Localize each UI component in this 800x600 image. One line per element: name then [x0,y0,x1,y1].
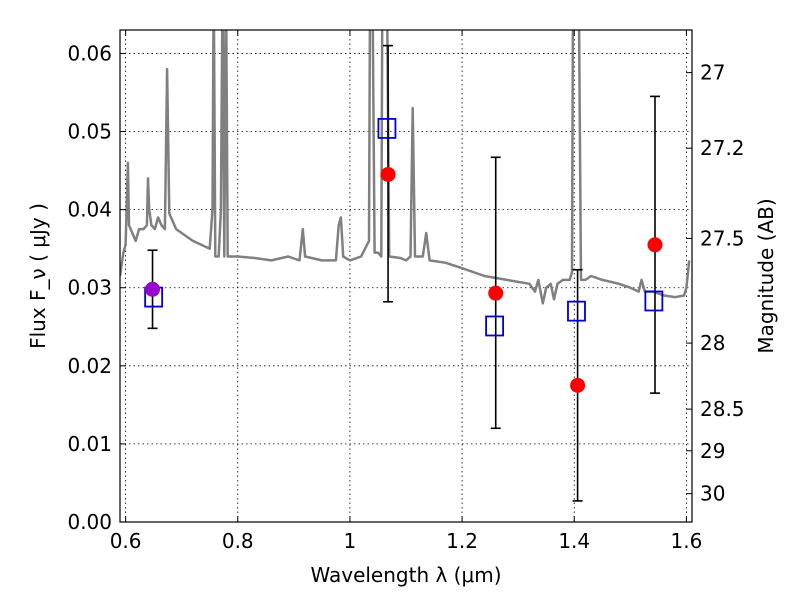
y-tick-label: 0.03 [67,276,112,300]
magnitude-tick-label: 30 [700,482,725,506]
y-tick-label: 0.01 [67,432,112,456]
magnitude-tick-label: 27.5 [700,226,745,250]
y-tick-label: 0.00 [67,510,112,534]
model-point [644,290,664,312]
magnitude-tick-label: 27.2 [700,136,745,160]
model-point [485,315,505,337]
magnitude-axis: 27 27.2 27.5 28 28.5 29 30 [686,61,745,506]
x-axis-label: Wavelength λ (μm) [310,563,501,587]
y-tick-label: 0.02 [67,354,112,378]
plot-frame [119,29,693,523]
x-tick-label: 1.6 [670,529,702,553]
magnitude-tick-label: 28 [700,331,725,355]
y-axis: 0.00 0.01 0.02 0.03 0.04 0.05 0.06 [67,41,126,534]
magnitude-axis-label: Magnitude (AB) [754,198,778,353]
observed-point [145,281,161,297]
x-tick-label: 0.6 [110,529,142,553]
x-tick-label: 1.4 [558,529,590,553]
x-axis: 0.6 0.8 1 1.2 1.4 1.6 [110,30,702,553]
x-tick-label: 1 [344,529,357,553]
y-tick-label: 0.04 [67,198,112,222]
x-tick-label: 0.8 [222,529,254,553]
x-tick-label: 1.2 [446,529,478,553]
observed-points [145,166,663,393]
y-tick-label: 0.05 [67,120,112,144]
magnitude-tick-label: 29 [700,439,725,463]
spectrum-line [120,30,691,305]
observed-point [488,285,504,301]
model-point [567,300,586,322]
y-axis-label: Flux F_ν ( μJy ) [26,203,50,349]
observed-point [570,377,586,393]
observed-point [380,166,396,182]
model-points [144,118,664,337]
y-tick-label: 0.06 [67,41,112,65]
model-point [377,118,397,139]
observed-point [647,237,663,253]
magnitude-tick-label: 28.5 [700,397,745,421]
magnitude-tick-label: 27 [700,61,725,85]
spectrum-group [120,30,691,305]
